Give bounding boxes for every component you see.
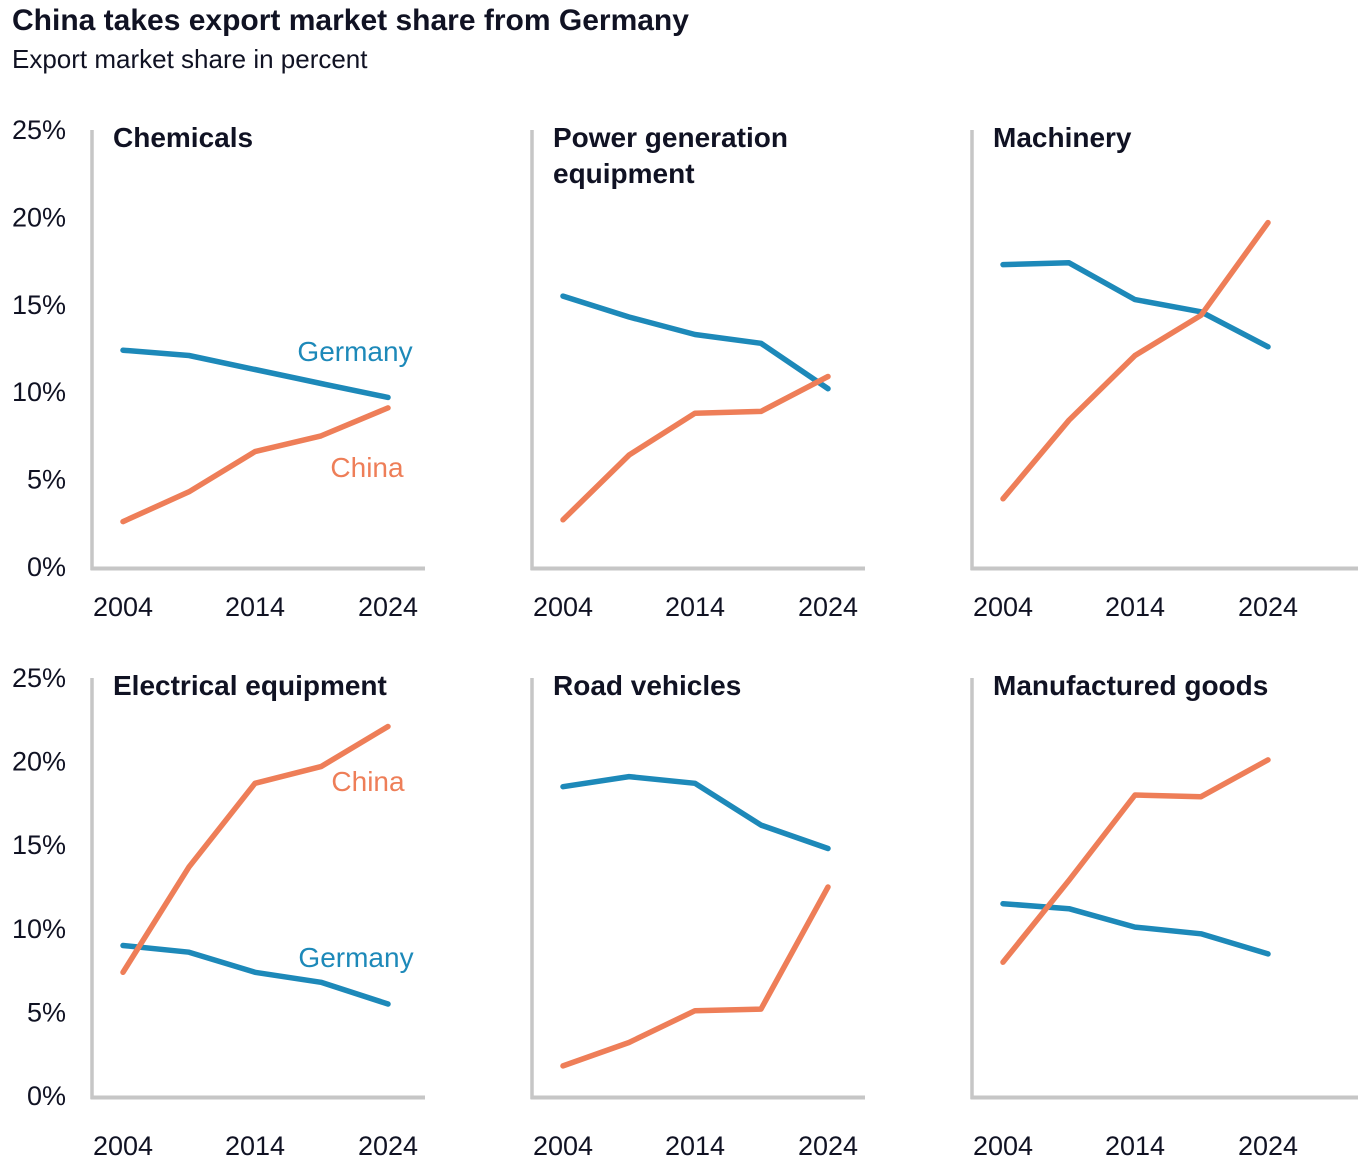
x-tick-label: 2014 — [1105, 1131, 1165, 1161]
panels-grid: Chemicals 25% 20% 15% 10% 5% 0% 2004 2014 2024 G… — [0, 110, 1360, 1164]
x-tick-label: 2014 — [225, 1131, 285, 1161]
panel-electrical-equipment: Electrical equipment 25% 20% 15% 10% 5% 0% 200… — [0, 650, 440, 1164]
panel-title: Machinery — [993, 122, 1132, 153]
chart-power-generation-equipment: 2004 2014 2024 — [530, 130, 865, 622]
series-label-germany: Germany — [298, 942, 414, 973]
chart-machinery: 2004 2014 2024 — [970, 130, 1358, 622]
y-tick-label: 0% — [27, 552, 66, 582]
x-tick-label: 2024 — [798, 592, 858, 622]
panel-road-vehicles: Road vehicles 2004 2014 2024 — [440, 650, 880, 1164]
series-label-china: China — [331, 766, 405, 797]
line-china — [560, 373, 831, 523]
series-label-china: China — [330, 452, 404, 483]
x-tick-label: 2014 — [665, 592, 725, 622]
x-tick-label: 2024 — [798, 1131, 858, 1161]
x-tick-label: 2004 — [973, 1131, 1033, 1161]
chart-manufactured-goods: 2004 2014 2024 — [970, 678, 1358, 1161]
x-tick-label: 2014 — [225, 592, 285, 622]
chart-road-vehicles: 2004 2014 2024 — [530, 678, 865, 1161]
line-china — [120, 723, 391, 976]
chart-electrical-equipment: 25% 20% 15% 10% 5% 0% 2004 2014 2024 — [12, 663, 425, 1161]
panel-title: Chemicals — [113, 122, 254, 153]
line-germany — [1000, 260, 1271, 350]
line-germany — [120, 942, 391, 1007]
x-tick-label: 2024 — [358, 1131, 418, 1161]
line-china — [560, 884, 831, 1069]
y-tick-label: 0% — [27, 1081, 66, 1111]
x-tick-label: 2014 — [665, 1131, 725, 1161]
series-label-germany: Germany — [297, 336, 413, 367]
y-tick-label: 15% — [12, 290, 66, 320]
x-tick-label: 2004 — [93, 592, 153, 622]
chart-title: China takes export market share from Ger… — [12, 4, 689, 37]
chart-subtitle: Export market share in percent — [12, 44, 368, 74]
line-germany — [120, 347, 391, 401]
panel-title: Electrical equipment — [113, 670, 387, 701]
panel-power-generation-equipment: Power generation equipment 2004 2014 2024 — [440, 110, 880, 640]
x-tick-label: 2014 — [1105, 592, 1165, 622]
line-germany — [560, 293, 831, 392]
x-tick-label: 2004 — [533, 592, 593, 622]
panel-manufactured-goods: Manufactured goods 2004 2014 2024 — [880, 650, 1360, 1164]
x-tick-label: 2024 — [358, 592, 418, 622]
chart-chemicals: 25% 20% 15% 10% 5% 0% 2004 2014 2024 — [12, 115, 425, 622]
line-germany — [560, 773, 831, 852]
y-tick-label: 5% — [27, 997, 66, 1027]
x-tick-label: 2004 — [93, 1131, 153, 1161]
line-china — [1000, 219, 1271, 502]
x-tick-label: 2024 — [1238, 592, 1298, 622]
panel-title: Power generation equipment — [553, 122, 788, 189]
x-tick-label: 2004 — [973, 592, 1033, 622]
panel-machinery: Machinery 2004 2014 2024 — [880, 110, 1360, 640]
y-tick-label: 15% — [12, 830, 66, 860]
y-tick-label: 25% — [12, 115, 66, 145]
y-tick-label: 5% — [27, 465, 66, 495]
y-tick-label: 10% — [12, 914, 66, 944]
y-tick-label: 25% — [12, 663, 66, 693]
line-china — [1000, 757, 1271, 965]
panel-chemicals: Chemicals 25% 20% 15% 10% 5% 0% 2004 2014 2024 G… — [0, 110, 440, 640]
y-tick-label: 10% — [12, 377, 66, 407]
x-tick-label: 2024 — [1238, 1131, 1298, 1161]
panel-title: Road vehicles — [553, 670, 742, 701]
panel-title: Manufactured goods — [993, 670, 1269, 701]
y-tick-label: 20% — [12, 747, 66, 777]
line-china — [120, 405, 391, 525]
x-tick-label: 2004 — [533, 1131, 593, 1161]
y-tick-label: 20% — [12, 202, 66, 232]
